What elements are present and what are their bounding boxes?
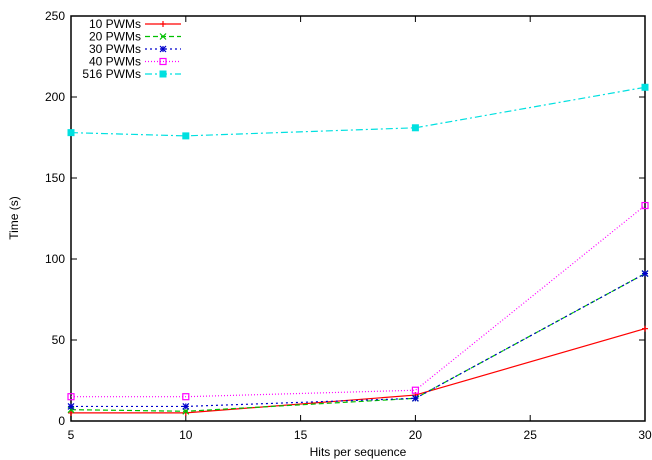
x-tick-label: 25 [524, 428, 538, 442]
legend-marker [159, 70, 167, 78]
x-axis: 5 10 15 20 25 30 [68, 16, 652, 442]
legend-marker [159, 57, 167, 66]
legend-item: 10 PWMs [89, 17, 181, 31]
data-point [67, 393, 75, 401]
y-tick-label: 150 [45, 171, 65, 185]
y-axis-title: Time (s) [7, 196, 21, 240]
legend-marker [160, 21, 166, 27]
data-point [182, 407, 190, 415]
series-516-pwms [67, 83, 649, 140]
x-tick-label: 20 [409, 428, 423, 442]
data-point [67, 402, 75, 410]
data-point [641, 201, 649, 210]
legend-marker [159, 33, 167, 40]
y-tick-label: 250 [45, 9, 65, 23]
x-axis-title: Hits per sequence [310, 445, 407, 459]
series-40-pwms [67, 201, 649, 401]
y-tick-label: 100 [45, 252, 65, 266]
series-line [71, 205, 646, 398]
data-point [411, 394, 419, 402]
legend-label: 10 PWMs [89, 17, 141, 31]
series-line [70, 86, 646, 137]
series-line [71, 328, 646, 414]
legend-item: 516 PWMs [82, 67, 181, 81]
legend-label: 516 PWMs [82, 67, 141, 81]
legend-label: 30 PWMs [89, 42, 141, 56]
y-tick-label: 50 [52, 333, 66, 347]
y-axis: 0 50 100 150 200 250 [45, 9, 645, 428]
data-point [67, 129, 75, 137]
data-point [182, 402, 190, 410]
y-tick-label: 0 [58, 414, 65, 428]
x-tick-label: 5 [68, 428, 75, 442]
data-point [411, 386, 419, 394]
legend-item: 40 PWMs [89, 55, 181, 69]
data-point [641, 270, 649, 278]
x-tick-label: 10 [179, 428, 193, 442]
legend-label: 40 PWMs [89, 55, 141, 69]
data-point [182, 393, 190, 401]
series-line [71, 273, 646, 408]
data-point [182, 132, 190, 140]
series-30-pwms [67, 270, 649, 410]
plot-area [70, 15, 646, 422]
x-tick-label: 30 [638, 428, 652, 442]
legend-item: 20 PWMs [89, 30, 181, 44]
x-tick-label: 15 [294, 428, 308, 442]
data-point [68, 409, 74, 416]
legend-item: 30 PWMs [89, 42, 181, 56]
series-layer [67, 83, 649, 416]
legend-marker [159, 45, 167, 53]
data-point [411, 124, 419, 132]
data-point [642, 325, 648, 332]
y-tick-label: 200 [45, 90, 65, 104]
data-point [641, 83, 649, 91]
legend-label: 20 PWMs [89, 30, 141, 44]
